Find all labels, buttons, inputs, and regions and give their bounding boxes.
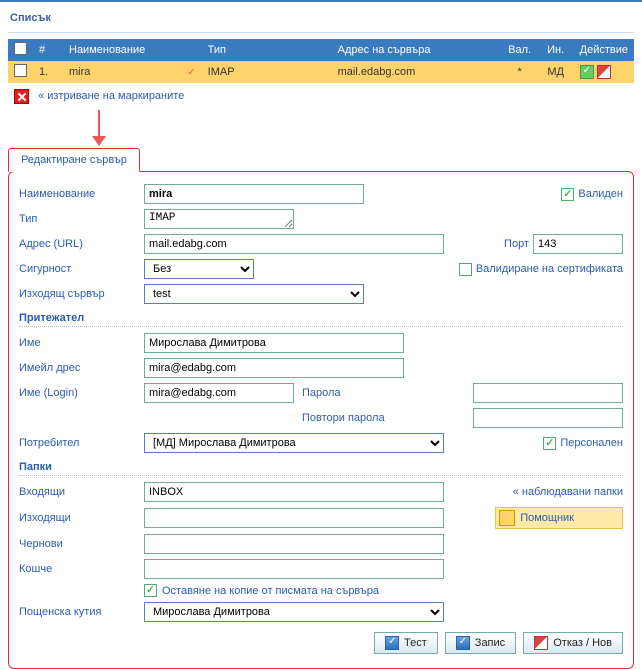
- helper-checkbox[interactable]: [499, 510, 515, 526]
- label-addr: Адрес (URL): [19, 238, 144, 250]
- personal-checkbox[interactable]: [543, 437, 556, 450]
- label-drafts: Чернови: [19, 538, 144, 550]
- leavecopy-checkbox[interactable]: [144, 584, 157, 597]
- folders-header: Папки: [19, 461, 623, 476]
- valid-checkbox[interactable]: [561, 188, 574, 201]
- label-outfolder: Изходящи: [19, 512, 144, 524]
- label-owner-name: Име: [19, 337, 144, 349]
- port-input[interactable]: [533, 234, 623, 254]
- label-owner-email: Имейл дрес: [19, 362, 144, 374]
- helper-label: Помощник: [520, 512, 574, 524]
- cancel-icon: [534, 636, 548, 650]
- outfolder-input[interactable]: [144, 508, 444, 528]
- user-select[interactable]: [МД] Мирослава Димитрова: [144, 433, 444, 453]
- port-label: Порт: [504, 238, 529, 250]
- delete-marked-link[interactable]: « изтриване на маркираните: [38, 90, 184, 102]
- label-inbox: Входящи: [19, 486, 144, 498]
- addr-input[interactable]: [144, 234, 444, 254]
- edit-icon[interactable]: [580, 65, 594, 79]
- col-type[interactable]: Тип: [202, 39, 332, 61]
- form-panel: Наименование Валиден Тип IMAP Адрес (URL…: [8, 171, 634, 669]
- row-checkbox[interactable]: [14, 64, 27, 77]
- table-row[interactable]: 1. mira ✓ IMAP mail.edabg.com * МД: [8, 61, 634, 83]
- owner-header: Притежател: [19, 312, 623, 327]
- cell-val: *: [502, 61, 538, 83]
- cert-checkbox[interactable]: [459, 263, 472, 276]
- label-type: Тип: [19, 213, 144, 225]
- cert-label: Валидиране на сертификата: [476, 263, 623, 275]
- cell-in: МД: [538, 61, 574, 83]
- watched-folders-link[interactable]: « наблюдавани папки: [513, 486, 623, 498]
- login-input[interactable]: [144, 383, 294, 403]
- label-outgoing: Изходящ сървър: [19, 288, 144, 300]
- cell-addr: mail.edabg.com: [332, 61, 502, 83]
- mailbox-select[interactable]: Мирослава Димитрова: [144, 602, 444, 622]
- cell-name: mira: [69, 66, 90, 78]
- label-trash: Кошче: [19, 563, 144, 575]
- page-title: Списък: [0, 4, 642, 32]
- col-val[interactable]: Вал.: [502, 39, 538, 61]
- trash-input[interactable]: [144, 559, 444, 579]
- name-input[interactable]: [144, 184, 364, 204]
- check-icon: ✓: [187, 67, 195, 78]
- type-input[interactable]: IMAP: [144, 209, 294, 229]
- owner-name-input[interactable]: [144, 333, 404, 353]
- save-button[interactable]: Запис: [445, 632, 516, 654]
- test-button[interactable]: Тест: [374, 632, 438, 654]
- label-name: Наименование: [19, 188, 144, 200]
- label-security: Сигурност: [19, 263, 144, 275]
- drafts-input[interactable]: [144, 534, 444, 554]
- delete-marked-icon[interactable]: [14, 89, 29, 104]
- cancel-button[interactable]: Отказ / Нов: [523, 632, 623, 654]
- col-in[interactable]: Ин.: [538, 39, 574, 61]
- label-password2: Повтори парола: [302, 412, 385, 424]
- cell-num: 1.: [33, 61, 63, 83]
- col-action: Действие: [574, 39, 634, 61]
- password-input[interactable]: [473, 383, 623, 403]
- cell-type: IMAP: [202, 61, 332, 83]
- inbox-input[interactable]: [144, 482, 444, 502]
- outgoing-select[interactable]: test: [144, 284, 364, 304]
- tab-edit-server[interactable]: Редактиране сървър: [8, 148, 140, 172]
- col-num: #: [33, 39, 63, 61]
- owner-email-input[interactable]: [144, 358, 404, 378]
- check-icon: [385, 636, 399, 650]
- label-mailbox: Пощенска кутия: [19, 606, 144, 618]
- label-login: Име (Login): [19, 387, 144, 399]
- delete-icon[interactable]: [597, 65, 611, 79]
- security-select[interactable]: Без: [144, 259, 254, 279]
- check-icon: [456, 636, 470, 650]
- select-all-checkbox[interactable]: [14, 42, 27, 55]
- password2-input[interactable]: [473, 408, 623, 428]
- label-user: Потребител: [19, 437, 144, 449]
- col-addr[interactable]: Адрес на сървъра: [332, 39, 502, 61]
- arrow-annotation: [8, 110, 634, 148]
- leavecopy-label: Оставяне на копие от писмата на сървъра: [162, 585, 379, 597]
- col-name[interactable]: Наименование: [63, 39, 202, 61]
- server-table: # Наименование Тип Адрес на сървъра Вал.…: [8, 39, 634, 110]
- label-password: Парола: [302, 387, 341, 399]
- personal-label: Персонален: [560, 437, 623, 449]
- valid-label: Валиден: [578, 188, 623, 200]
